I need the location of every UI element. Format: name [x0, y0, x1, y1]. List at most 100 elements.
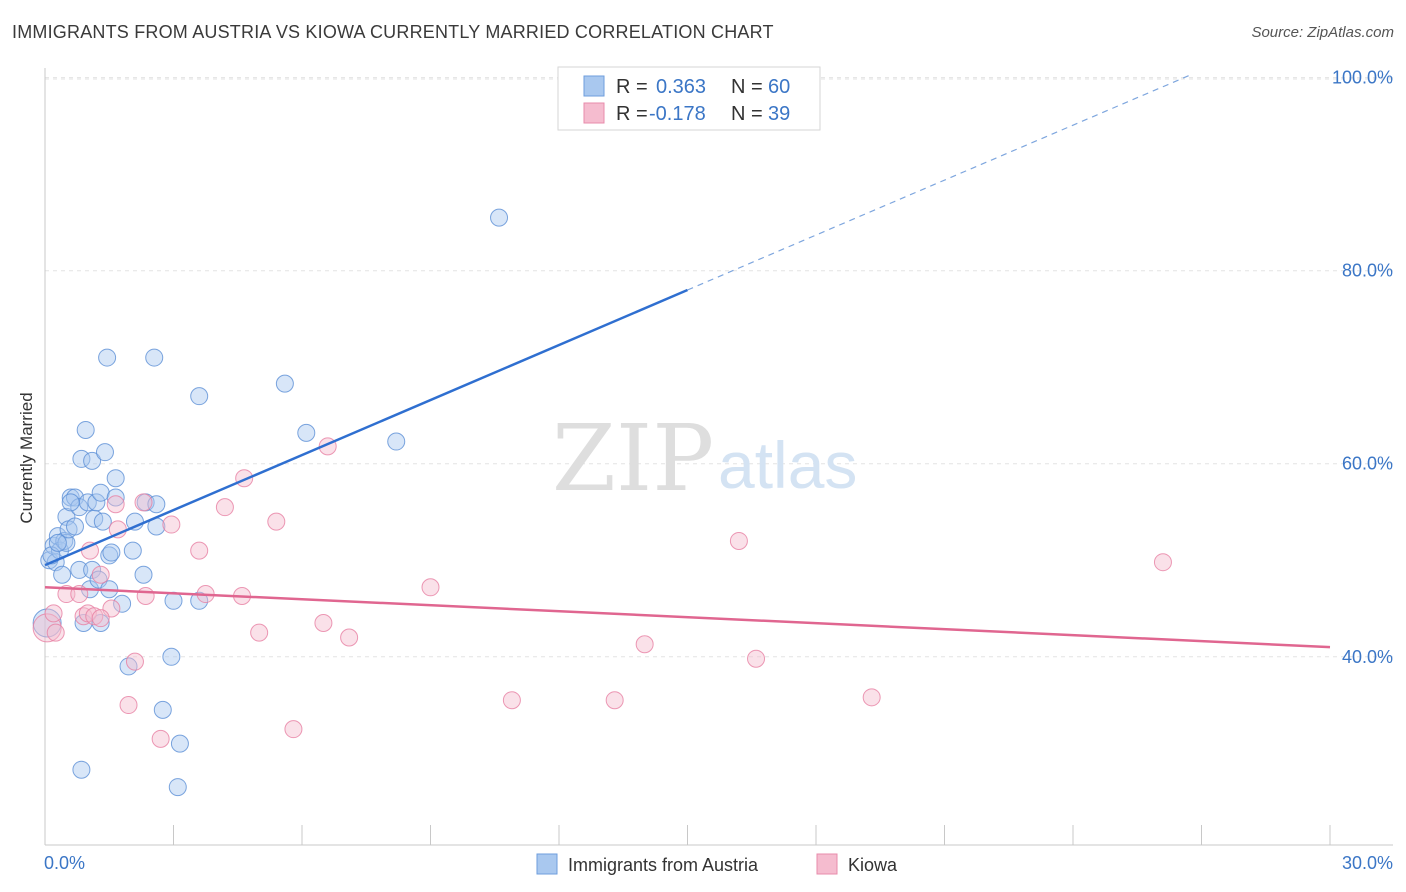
legend-bottom-swatch-kiowa	[816, 853, 838, 875]
legend-top-swatch-austria	[583, 75, 605, 97]
scatter-point-kiowa	[862, 688, 881, 707]
legend-bottom-label-austria: Immigrants from Austria	[568, 855, 759, 875]
scatter-point-austria	[170, 734, 189, 753]
scatter-point-kiowa	[314, 614, 333, 632]
scatter-point-kiowa	[125, 652, 144, 671]
scatter-point-austria	[72, 760, 91, 779]
scatter-point-austria	[153, 700, 172, 719]
scatter-point-kiowa	[340, 628, 359, 647]
trend-lines	[44, 75, 1331, 649]
scatter-point-austria	[190, 387, 209, 406]
scatter-point-kiowa	[502, 691, 521, 710]
axes	[44, 68, 1393, 846]
legend-bottom-swatch-austria	[536, 853, 558, 875]
scatter-point-austria	[106, 488, 125, 507]
scatter-point-kiowa	[215, 498, 234, 517]
chart-source: Source: ZipAtlas.com	[1251, 24, 1394, 41]
scatter-point-kiowa	[44, 604, 63, 623]
y-tick-label-40: 40.0%	[1342, 647, 1393, 667]
y-tick-label-60: 60.0%	[1342, 454, 1393, 474]
scatter-point-kiowa	[136, 586, 155, 605]
scatter-point-austria	[162, 647, 181, 666]
scatter-point-kiowa	[250, 623, 269, 642]
scatter-point-austria	[53, 565, 72, 584]
scatter-point-austria	[106, 469, 125, 488]
scatter-point-austria	[297, 423, 316, 442]
scatter-point-austria	[100, 546, 119, 565]
x-tick-label-min: 0.0%	[44, 853, 85, 873]
scatter-point-kiowa	[151, 729, 170, 748]
scatter-point-kiowa	[421, 578, 440, 597]
scatter-point-kiowa	[32, 613, 62, 643]
legend-top-swatch-kiowa	[583, 102, 605, 124]
watermark: ZIP atlas	[552, 405, 857, 512]
legend-top-n-label-kiowa: N =	[731, 103, 763, 125]
scatter-point-kiowa	[57, 585, 76, 604]
scatter-point-austria	[70, 498, 89, 517]
scatter-point-kiowa	[267, 512, 286, 531]
scatter-point-austria	[70, 560, 89, 579]
chart-title: IMMIGRANTS FROM AUSTRIA VS KIOWA CURRENT…	[12, 22, 774, 42]
scatter-point-austria	[76, 420, 95, 439]
scatter-point-kiowa	[1153, 553, 1172, 572]
scatter-point-austria	[83, 451, 102, 470]
scatter-point-austria	[190, 591, 209, 610]
trend-line-austria-extrapolated	[687, 75, 1189, 291]
legend-top-n-value-austria: 60	[768, 76, 790, 98]
legend-top-r-value-kiowa: -0.178	[649, 103, 706, 125]
legend-top-n-value-kiowa: 39	[768, 103, 790, 125]
scatter-point-austria	[87, 493, 106, 512]
scatter-point-austria	[145, 348, 164, 367]
watermark-zip: ZIP	[552, 405, 714, 512]
scatter-point-kiowa	[46, 623, 65, 642]
scatter-point-kiowa	[747, 649, 766, 668]
scatter-point-austria	[102, 543, 121, 562]
scatter-point-austria	[93, 512, 112, 531]
scatter-point-austria	[113, 594, 132, 613]
scatter-point-austria	[164, 591, 183, 610]
series-kiowa-points	[32, 437, 1172, 748]
watermark-atlas: atlas	[718, 428, 857, 502]
legend-bottom: Immigrants from Austria Kiowa	[536, 853, 898, 875]
y-tick-label-100: 100.0%	[1332, 68, 1393, 88]
scatter-point-kiowa	[190, 541, 209, 560]
legend-top-r-label-kiowa: R =	[616, 103, 648, 125]
y-axis-title: Currently Married	[17, 392, 36, 523]
x-ticks	[44, 825, 1331, 845]
scatter-point-austria	[275, 374, 294, 393]
trend-line-austria	[44, 288, 688, 567]
scatter-point-austria	[490, 208, 509, 227]
scatter-point-austria	[123, 541, 142, 560]
scatter-point-kiowa	[162, 515, 181, 534]
scatter-point-kiowa	[85, 607, 104, 626]
scatter-point-kiowa	[119, 696, 138, 715]
scatter-point-austria	[83, 560, 102, 579]
scatter-point-austria	[91, 483, 110, 502]
legend-top-r-value-austria: 0.363	[656, 76, 706, 98]
x-tick-label-max: 30.0%	[1342, 853, 1393, 873]
y-tick-labels: 40.0% 60.0% 80.0% 100.0%	[1332, 68, 1393, 667]
scatter-point-austria	[168, 778, 187, 797]
scatter-point-kiowa	[134, 493, 153, 512]
trend-line-kiowa	[44, 586, 1331, 649]
scatter-point-kiowa	[729, 531, 748, 550]
legend-top-n-label-austria: N =	[731, 76, 763, 98]
scatter-point-kiowa	[284, 720, 303, 739]
scatter-point-austria	[65, 517, 84, 536]
scatter-point-kiowa	[635, 635, 654, 654]
scatter-point-austria	[91, 614, 110, 632]
scatter-point-austria	[48, 533, 67, 552]
scatter-point-austria	[134, 565, 153, 584]
gridlines	[45, 77, 1393, 658]
legend-top-r-label-austria: R =	[616, 76, 648, 98]
scatter-point-austria	[98, 348, 117, 367]
y-tick-label-80: 80.0%	[1342, 261, 1393, 281]
legend-top: R = 0.363 N = 60 R = -0.178 N = 39	[557, 66, 821, 131]
scatter-point-kiowa	[91, 609, 110, 628]
scatter-point-austria	[61, 493, 80, 512]
scatter-point-kiowa	[106, 495, 125, 514]
scatter-point-austria	[387, 432, 406, 451]
scatter-point-austria	[95, 443, 114, 462]
scatter-point-kiowa	[605, 691, 624, 710]
